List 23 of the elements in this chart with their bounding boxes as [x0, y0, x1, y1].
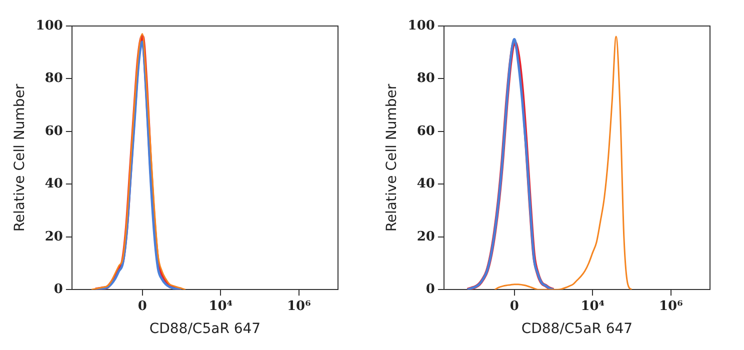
- y-axis-title: Relative Cell Number: [384, 84, 400, 232]
- x-axis-title: CD88/C5aR 647: [149, 321, 261, 338]
- y-tick-label: 40: [44, 176, 63, 192]
- y-tick-label: 20: [416, 229, 435, 244]
- y-tick-label: 0: [426, 282, 435, 297]
- x-tick-label: 10⁶: [658, 298, 684, 314]
- y-tick-label: 60: [416, 124, 435, 139]
- y-tick-label: 0: [54, 282, 63, 297]
- x-axis-title: CD88/C5aR 647: [521, 321, 633, 338]
- y-tick-label: 40: [416, 176, 435, 192]
- y-tick-label: 20: [44, 229, 63, 244]
- line-series: [494, 36, 632, 290]
- x-tick-label: 10⁴: [580, 298, 605, 314]
- y-tick-label: 80: [416, 71, 435, 86]
- y-tick-label: 60: [44, 124, 63, 139]
- x-tick-label: 10⁴: [208, 298, 233, 314]
- y-tick-label: 100: [36, 18, 63, 34]
- x-tick-label: 10⁶: [286, 298, 312, 314]
- x-tick-label: 0: [138, 298, 147, 314]
- y-tick-label: 100: [408, 18, 435, 34]
- y-tick-label: 80: [44, 71, 63, 86]
- x-tick-label: 0: [510, 298, 519, 314]
- y-axis-title: Relative Cell Number: [12, 84, 28, 232]
